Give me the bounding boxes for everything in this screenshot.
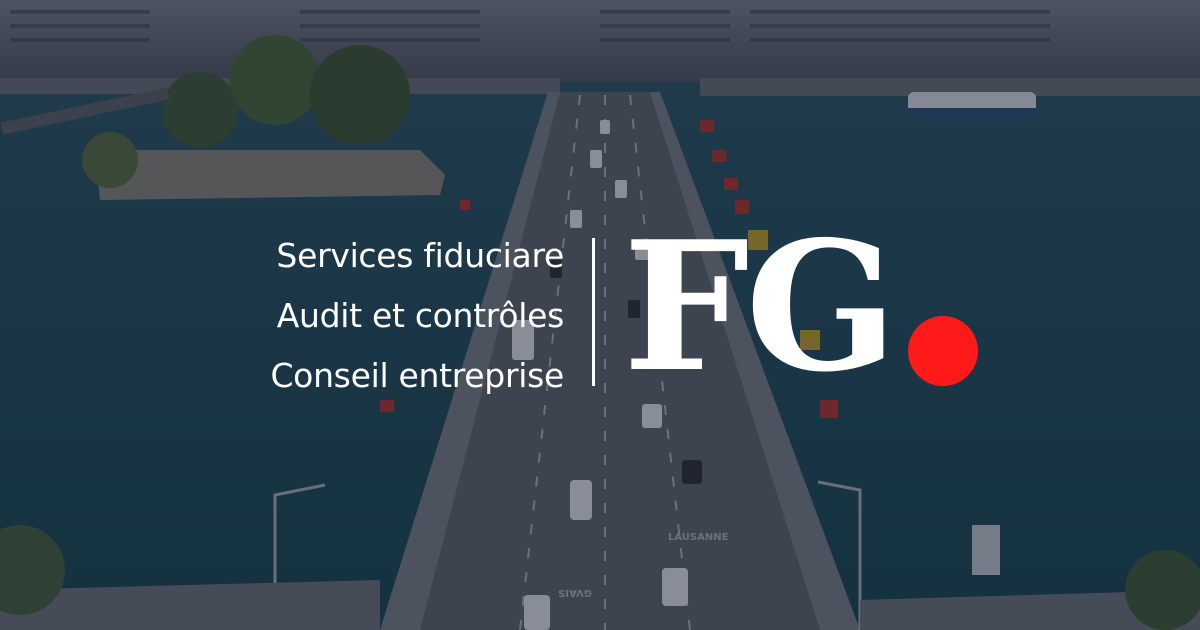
tree xyxy=(82,132,138,188)
lane-markings xyxy=(519,94,691,630)
bridge-deck xyxy=(380,92,860,630)
tree xyxy=(230,35,320,125)
service-fiduciaire: Services fiduciare xyxy=(276,236,564,275)
mooring-post xyxy=(972,525,1000,575)
logo-fg: FG xyxy=(623,202,897,411)
road-marking-gvais: GVAIS xyxy=(558,587,592,598)
quay-right xyxy=(700,78,1200,96)
dark-cars xyxy=(550,260,702,484)
tree xyxy=(162,72,238,148)
logo-red-dot-icon xyxy=(908,316,978,386)
shore-bottom-left xyxy=(0,580,380,630)
service-conseil: Conseil entreprise xyxy=(270,356,564,395)
tree-bottom-left xyxy=(0,525,65,615)
bridge-sidewalk-right xyxy=(650,92,860,630)
tree-bottom-right xyxy=(1125,550,1200,630)
footbridge xyxy=(0,87,170,135)
island xyxy=(95,150,445,200)
services-list: Services fiduciare Audit et contrôles Co… xyxy=(270,226,564,406)
flags xyxy=(380,120,838,418)
tree xyxy=(310,45,410,145)
vertical-divider xyxy=(592,238,595,386)
cars xyxy=(512,120,688,630)
service-audit: Audit et contrôles xyxy=(276,296,565,335)
road-marking-lausanne: LAUSANNE xyxy=(668,532,729,543)
shore-bottom-right xyxy=(860,590,1200,630)
bridge-sidewalk-left xyxy=(380,92,560,630)
building-windows xyxy=(10,10,1050,42)
